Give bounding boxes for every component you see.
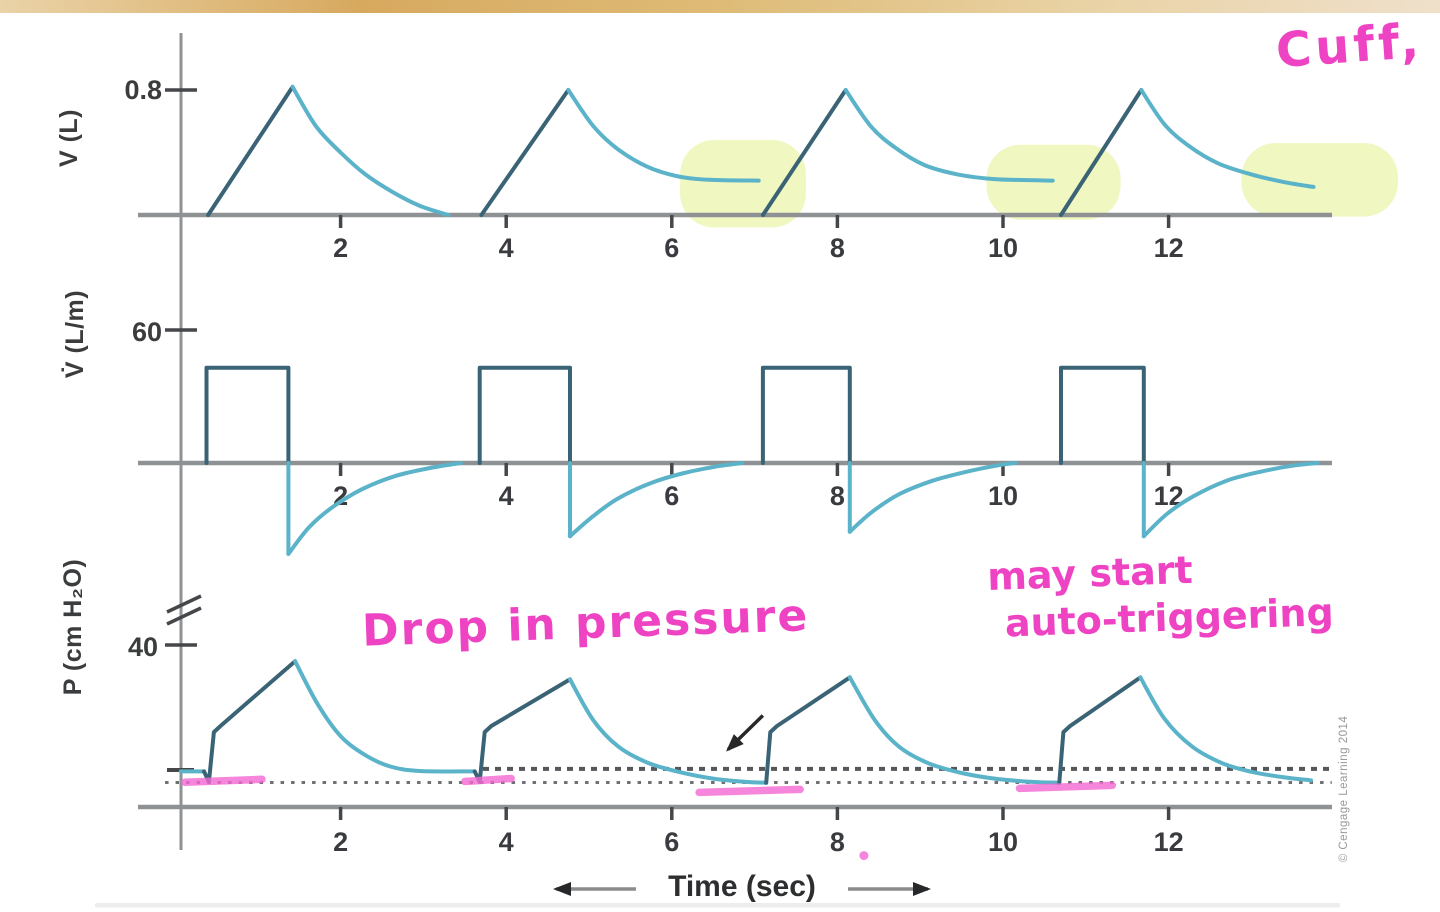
flow-ytick-label: 60 xyxy=(131,317,162,347)
handwritten-note-auto-triggering: may start auto-triggering xyxy=(986,542,1334,648)
pressure-x-tick-label: 10 xyxy=(988,827,1018,857)
volume-curve-segment xyxy=(760,88,848,217)
volume-curve-segment xyxy=(1059,88,1144,217)
pressure-curve-segment xyxy=(568,677,769,785)
pink-marker-stroke xyxy=(181,775,266,787)
volume-curve-segment xyxy=(566,88,761,183)
pink-marker-stroke xyxy=(1015,781,1117,793)
pressure-curve-segment xyxy=(202,659,298,784)
pressure-x-tick-label: 2 xyxy=(333,827,348,857)
flow-x-tick-label: 8 xyxy=(830,481,845,511)
flow-curve-segment xyxy=(847,461,1018,534)
volume-x-tick-label: 4 xyxy=(499,233,514,263)
flow-curve-segment xyxy=(204,365,291,465)
flow-axis-label: V̇ (L/m) xyxy=(61,289,89,379)
volume-ytick-label: 0.8 xyxy=(124,75,162,105)
pressure-curve-segment xyxy=(1138,675,1313,783)
volume-x-tick-label: 6 xyxy=(664,233,679,263)
pressure-x-tick-label: 8 xyxy=(830,827,845,857)
pressure-axis-label: P (cm H₂O) xyxy=(59,558,87,696)
flow-curve-segment xyxy=(286,461,463,556)
volume-x-tick-label: 8 xyxy=(830,233,845,263)
flow-x-tick-label: 10 xyxy=(988,481,1018,511)
pink-marker-stroke xyxy=(461,774,515,786)
flow-x-tick-label: 6 xyxy=(664,481,679,511)
pressure-curve-segment xyxy=(847,675,1062,785)
time-axis-label: Time (sec) xyxy=(668,870,816,903)
yellow-highlighter-mark xyxy=(680,140,806,228)
volume-x-tick-label: 12 xyxy=(1154,233,1184,263)
volume-axis-label: V (L) xyxy=(55,108,83,168)
copyright-credit: © Cengage Learning 2014 xyxy=(1338,715,1350,863)
axis-break-mark xyxy=(166,606,202,626)
pressure-curve-segment xyxy=(764,675,852,785)
volume-curve-segment xyxy=(206,84,295,217)
pressure-curve-segment xyxy=(1057,675,1143,785)
volume-curve-segment xyxy=(843,88,1055,183)
volume-curve-segment xyxy=(1139,88,1316,189)
pressure-curve-segment xyxy=(472,677,572,784)
pressure-ytick-label: 40 xyxy=(127,632,158,662)
pink-marker-stroke xyxy=(695,785,804,797)
flow-curve-segment xyxy=(477,365,572,465)
flow-curve-segment xyxy=(760,365,852,465)
pressure-x-tick-label: 4 xyxy=(499,827,514,857)
scan-smudge xyxy=(95,903,1340,908)
axis-break-mark xyxy=(166,594,202,614)
handdrawn-arrow xyxy=(725,714,765,752)
pink-marker-dot xyxy=(859,851,869,861)
volume-x-tick-label: 10 xyxy=(988,233,1018,263)
flow-curve-segment xyxy=(568,461,745,539)
flow-x-tick-label: 4 xyxy=(499,481,514,511)
yellow-highlighter-mark xyxy=(1241,143,1398,217)
handwritten-note-cuff: Cuff, xyxy=(1274,12,1425,80)
pressure-x-tick-label: 6 xyxy=(664,827,679,857)
flow-curve-segment xyxy=(1059,365,1146,465)
page-top-border xyxy=(0,0,1440,13)
volume-curve-segment xyxy=(290,84,451,217)
pressure-x-tick-label: 12 xyxy=(1154,827,1184,857)
pressure-curve-segment xyxy=(293,659,477,774)
volume-curve-segment xyxy=(479,88,571,217)
flow-curve-segment xyxy=(1141,461,1320,539)
volume-x-tick-label: 2 xyxy=(333,233,348,263)
